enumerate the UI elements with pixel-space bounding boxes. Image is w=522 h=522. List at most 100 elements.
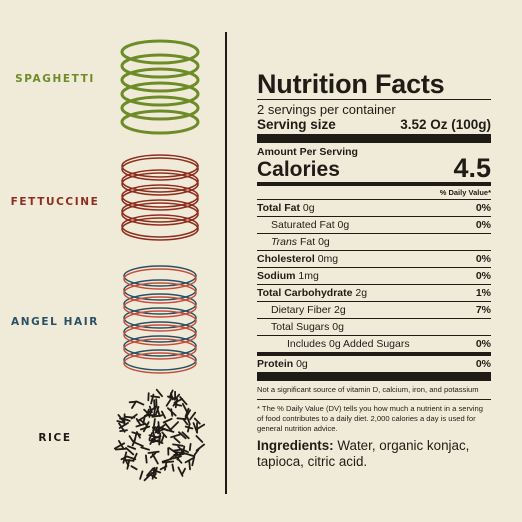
rice-grain [196, 423, 206, 430]
nutrient-dv: 0% [475, 270, 491, 282]
rice-grain [161, 460, 175, 464]
angel-hair-spiral-icon [123, 265, 197, 374]
rice-grain [173, 398, 184, 404]
nutrient-row-added-sugars: Includes 0g Added Sugars 0% [257, 335, 491, 352]
rice-grain [114, 447, 128, 451]
nutrition-facts-title: Nutrition Facts [257, 69, 445, 99]
variant-label-rice: RICE [38, 432, 72, 444]
rice-grain [139, 470, 144, 480]
rice-grain [194, 448, 200, 456]
rice-grain [136, 414, 148, 422]
serving-size-row: Serving size 3.52 Oz (100g) [257, 117, 491, 132]
rice-grain [149, 473, 158, 479]
nutrient-amount: 0g [296, 358, 308, 370]
rice-grain [188, 459, 191, 471]
nutrient-row-protein: Protein 0g 0% [257, 356, 491, 372]
nutrient-row-dietary-fiber: Dietary Fiber 2g 7% [257, 301, 491, 318]
rice-grain [173, 436, 181, 444]
rice-grain [128, 400, 137, 404]
nutrient-dv: 0% [475, 358, 491, 370]
rice-grain [192, 422, 198, 434]
nutrient-dv: 0% [475, 202, 491, 214]
nutrient-label: Dietary Fiber [271, 304, 332, 316]
rice-grain [172, 443, 184, 447]
rice-grain [135, 422, 147, 428]
rice-grain [135, 431, 141, 439]
rice-grain [135, 418, 142, 426]
rice-grain [179, 396, 188, 406]
not-significant-note: Not a significant source of vitamin D, c… [257, 385, 479, 394]
serving-size-label: Serving size [257, 117, 336, 132]
rice-grain [152, 418, 156, 431]
rice-grain [177, 445, 185, 454]
rice-grain [113, 442, 126, 450]
rice-grain [165, 396, 173, 407]
rice-grain [183, 409, 191, 421]
serving-size-value: 3.52 Oz (100g) [400, 117, 491, 132]
calories-value: 4.5 [453, 153, 491, 183]
rice-grain [130, 465, 138, 471]
rice-grain [145, 408, 150, 417]
daily-value-header: % Daily Value* [439, 188, 491, 197]
rice-grain [162, 417, 173, 424]
rice-grain [153, 399, 156, 411]
calories-row: Calories 4.5 [257, 154, 491, 182]
nutrient-amount: 2g [334, 304, 346, 316]
rice-grain [161, 431, 168, 439]
nutrient-label: Cholesterol [257, 253, 315, 265]
nutrient-label: Saturated Fat [271, 219, 335, 231]
divider [257, 399, 491, 400]
rice-grains-icon [113, 388, 206, 482]
nutrient-dv: 1% [475, 287, 491, 299]
calories-label: Calories [257, 158, 340, 181]
nutrient-amount: Fat 0g [299, 236, 330, 248]
rice-grain [128, 435, 134, 443]
nutrient-row-cholesterol: Cholesterol 0mg 0% [257, 250, 491, 267]
nutrient-amount: 2g [355, 287, 368, 299]
rice-grain [164, 422, 173, 433]
nutrition-facts-panel: Nutrition Facts 2 servings per container… [257, 70, 491, 470]
nutrient-amount: 0mg [317, 253, 339, 265]
divider [257, 99, 491, 100]
ingredients-text: Water, organic konjac, tapioca, citric a… [257, 438, 470, 469]
rice-grain [151, 414, 163, 418]
rice-grain [131, 438, 136, 447]
variant-label-fettuccine: FETTUCCINE [10, 196, 100, 208]
divider [257, 372, 491, 381]
rice-grain [127, 445, 137, 450]
rice-grain [146, 467, 155, 477]
rice-grain [189, 411, 197, 421]
servings-per-container: 2 servings per container [257, 102, 396, 117]
nutrient-row-saturated-fat: Saturated Fat 0g 0% [257, 216, 491, 233]
rice-grain [124, 459, 135, 462]
nutrient-row-sodium: Sodium 1mg 0% [257, 267, 491, 284]
nutrient-amount: 0g [332, 321, 344, 333]
nutrient-amount: 0g [302, 202, 315, 214]
rice-grain [177, 466, 184, 477]
rice-grain [160, 434, 165, 444]
rice-grain [135, 400, 145, 406]
rice-grain [173, 393, 181, 401]
nutrient-dv: 0% [475, 338, 491, 350]
nutrient-label: Includes 0g Added Sugars [287, 338, 410, 350]
rice-grain [150, 393, 155, 405]
nutrient-label: Trans [271, 236, 298, 248]
rice-grain [118, 422, 126, 433]
rice-grain [147, 450, 160, 454]
nutrient-label: Total Carbohydrate [257, 287, 353, 299]
nutrient-row-total-carbohydrate: Total Carbohydrate 2g 1% [257, 284, 491, 301]
spaghetti-spiral-icon [120, 39, 200, 135]
rice-grain [156, 407, 161, 418]
rice-grain [164, 461, 168, 471]
amount-per-serving: Amount Per Serving [257, 146, 358, 158]
nutrient-dv: 0% [475, 253, 491, 265]
rice-grain [172, 455, 182, 460]
variant-label-spaghetti: SPAGHETTI [15, 73, 95, 85]
rice-grain [150, 435, 162, 441]
rice-grain [170, 421, 179, 430]
rice-grain [195, 435, 204, 443]
rice-grain [148, 410, 152, 418]
nutrient-row-trans-fat: Trans Fat 0g [257, 233, 491, 250]
rice-grain [126, 459, 131, 470]
nutrient-label: Protein [257, 358, 294, 370]
